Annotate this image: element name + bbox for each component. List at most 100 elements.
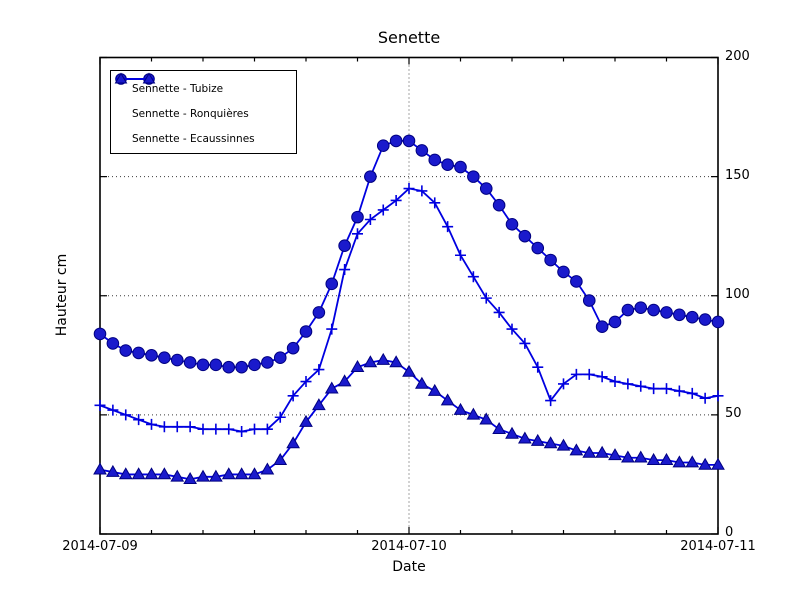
x-axis-label: Date — [392, 559, 426, 575]
data-point-plus — [339, 264, 351, 276]
data-point-triangle — [685, 455, 700, 468]
data-point-plus — [455, 249, 466, 261]
data-point-circle — [338, 239, 351, 253]
data-point-triangle — [672, 455, 687, 468]
data-point-plus — [661, 383, 672, 395]
data-point-triangle — [299, 414, 313, 427]
data-point-plus — [519, 337, 531, 349]
data-point-circle — [415, 144, 429, 157]
data-point-plus — [583, 368, 595, 380]
data-point-plus — [313, 364, 325, 376]
data-point-circle — [286, 341, 300, 355]
data-point-triangle — [518, 431, 532, 444]
data-point-triangle — [608, 448, 622, 461]
data-point-triangle — [221, 467, 236, 480]
y-tick-label-150: 150 — [725, 168, 750, 183]
data-point-circle — [454, 160, 467, 174]
data-point-plus — [261, 423, 273, 435]
data-point-plus — [120, 409, 132, 421]
data-point-circle — [273, 351, 287, 364]
data-point-plus — [171, 421, 183, 433]
data-point-circle — [660, 306, 673, 319]
data-point-triangle — [440, 393, 455, 406]
data-point-circle — [711, 315, 725, 329]
data-point-triangle — [646, 452, 661, 465]
data-point-plus — [545, 395, 557, 407]
data-point-circle — [351, 210, 364, 224]
data-point-circle — [467, 170, 480, 183]
data-point-plus — [506, 323, 518, 335]
legend-label: Sennette - Tubize — [132, 82, 224, 95]
data-point-triangle — [633, 450, 648, 463]
data-point-plus — [364, 214, 376, 226]
data-point-triangle — [131, 467, 146, 480]
data-point-triangle — [260, 462, 275, 475]
data-point-plus — [403, 183, 415, 195]
data-point-plus — [648, 383, 660, 395]
data-point-circle — [582, 294, 596, 307]
data-point-plus — [673, 385, 685, 397]
data-point-circle — [673, 308, 686, 322]
data-point-plus — [390, 194, 402, 206]
data-point-plus — [184, 421, 196, 433]
data-point-plus — [493, 306, 505, 318]
y-tick-label-100: 100 — [725, 287, 750, 302]
data-point-triangle — [234, 467, 249, 480]
data-point-plus — [442, 221, 454, 233]
legend-label: Sennette - Ronquières — [132, 107, 249, 120]
data-point-triangle — [106, 464, 120, 477]
data-point-circle — [376, 139, 390, 152]
x-tick-label-1: 2014-07-10 — [371, 539, 447, 554]
data-point-triangle — [286, 436, 300, 449]
data-point-triangle — [157, 467, 172, 480]
data-point-plus — [712, 390, 724, 402]
data-point-triangle — [466, 407, 481, 420]
data-point-circle — [492, 198, 506, 212]
data-point-triangle — [698, 457, 712, 470]
data-point-plus — [416, 185, 428, 197]
data-point-triangle — [247, 467, 262, 480]
data-point-plus — [287, 390, 299, 402]
data-point-triangle — [543, 436, 558, 449]
data-point-circle — [119, 344, 133, 357]
data-point-circle — [106, 337, 120, 350]
data-point-circle — [299, 325, 313, 338]
data-point-plus — [429, 197, 441, 209]
data-point-plus — [236, 426, 248, 438]
data-point-circle — [595, 320, 609, 334]
data-point-circle — [518, 229, 532, 243]
data-point-plus — [223, 423, 235, 435]
data-point-circle — [608, 315, 622, 329]
data-point-circle — [570, 275, 583, 288]
data-point-triangle — [183, 471, 197, 485]
data-point-circle — [505, 217, 519, 231]
data-point-plus — [532, 361, 544, 373]
triangle-marker-icon — [114, 72, 156, 84]
data-point-circle — [428, 153, 442, 167]
legend: Sennette - Tubize Sennette - Ronquières … — [110, 70, 297, 154]
data-point-plus — [596, 371, 608, 383]
y-tick-label-50: 50 — [725, 406, 742, 421]
legend-item-ronquieres: Sennette - Ronquières — [116, 74, 296, 126]
data-point-circle — [261, 356, 274, 369]
data-point-circle — [441, 158, 454, 172]
data-point-circle — [389, 134, 403, 148]
y-tick-label-0: 0 — [725, 525, 734, 540]
data-point-circle — [364, 170, 377, 183]
data-point-plus — [133, 414, 145, 426]
data-point-triangle — [170, 469, 185, 482]
data-point-circle — [479, 182, 493, 195]
x-tick-label-0: 2014-07-09 — [62, 539, 138, 554]
data-point-triangle — [505, 426, 519, 439]
data-point-triangle — [324, 381, 339, 394]
data-point-circle — [621, 303, 635, 317]
y-tick-label-200: 200 — [725, 49, 750, 64]
data-point-circle — [325, 277, 339, 291]
data-point-plus — [94, 399, 106, 411]
data-point-triangle — [273, 452, 288, 465]
data-point-plus — [146, 418, 157, 430]
data-point-circle — [93, 327, 107, 341]
data-point-triangle — [621, 450, 635, 463]
